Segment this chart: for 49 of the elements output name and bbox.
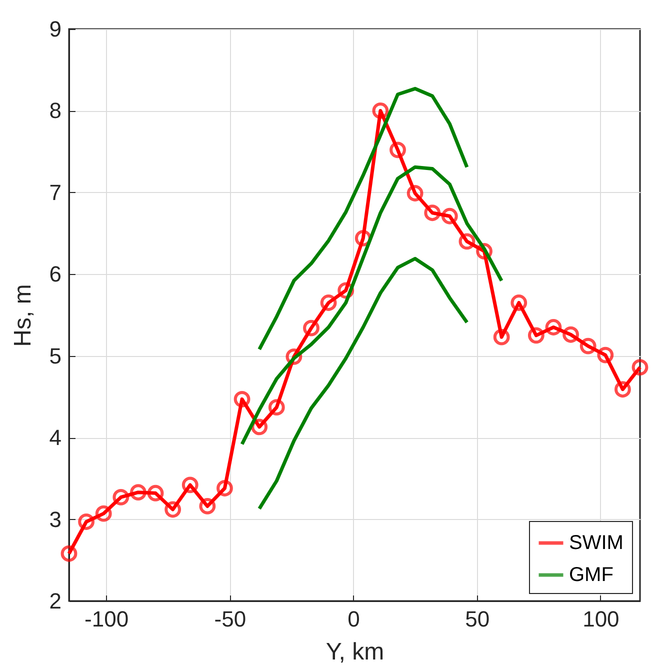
point [390, 142, 406, 158]
point [458, 233, 476, 250]
point [510, 294, 528, 311]
x-tick-label: 100 [582, 606, 620, 632]
point [216, 480, 233, 496]
point [632, 359, 648, 376]
point [320, 294, 337, 311]
point [130, 484, 146, 501]
point [147, 484, 164, 502]
point [597, 346, 614, 364]
x-tick-label: 50 [465, 606, 490, 632]
y-axis-title: Hs, m [9, 284, 36, 347]
y-tick-label: 9 [49, 16, 62, 42]
point [164, 501, 182, 518]
point [78, 514, 95, 530]
point [234, 390, 250, 408]
x-tick-label: -100 [84, 606, 129, 632]
point [182, 476, 198, 494]
x-tick-label: 0 [348, 606, 360, 632]
point [199, 498, 216, 514]
point [95, 505, 112, 522]
point [562, 326, 579, 343]
point [528, 327, 544, 344]
legend-label: SWIM [569, 532, 624, 554]
point [268, 399, 285, 416]
point [580, 338, 596, 354]
y-tick-label: 4 [49, 425, 62, 450]
y-tick-label: 5 [49, 343, 62, 368]
point [493, 328, 510, 346]
point [406, 185, 424, 202]
line-series [258, 256, 469, 510]
point [303, 320, 320, 336]
point [60, 545, 78, 562]
x-tick-label: -50 [214, 606, 246, 632]
y-tick-label: 7 [49, 180, 62, 205]
y-tick-label: 8 [49, 98, 62, 124]
point [372, 102, 389, 119]
x-axis-title: Y, km [326, 638, 384, 666]
point [545, 319, 562, 336]
y-tick-label: 6 [49, 262, 62, 287]
y-tick-label: 2 [49, 588, 62, 614]
line-series [258, 86, 469, 352]
legend-label: GMF [569, 564, 614, 586]
point [614, 381, 631, 398]
y-tick-label: 3 [49, 506, 62, 532]
point [441, 208, 458, 224]
line-series [240, 165, 504, 446]
point [424, 204, 441, 222]
point [112, 489, 130, 506]
